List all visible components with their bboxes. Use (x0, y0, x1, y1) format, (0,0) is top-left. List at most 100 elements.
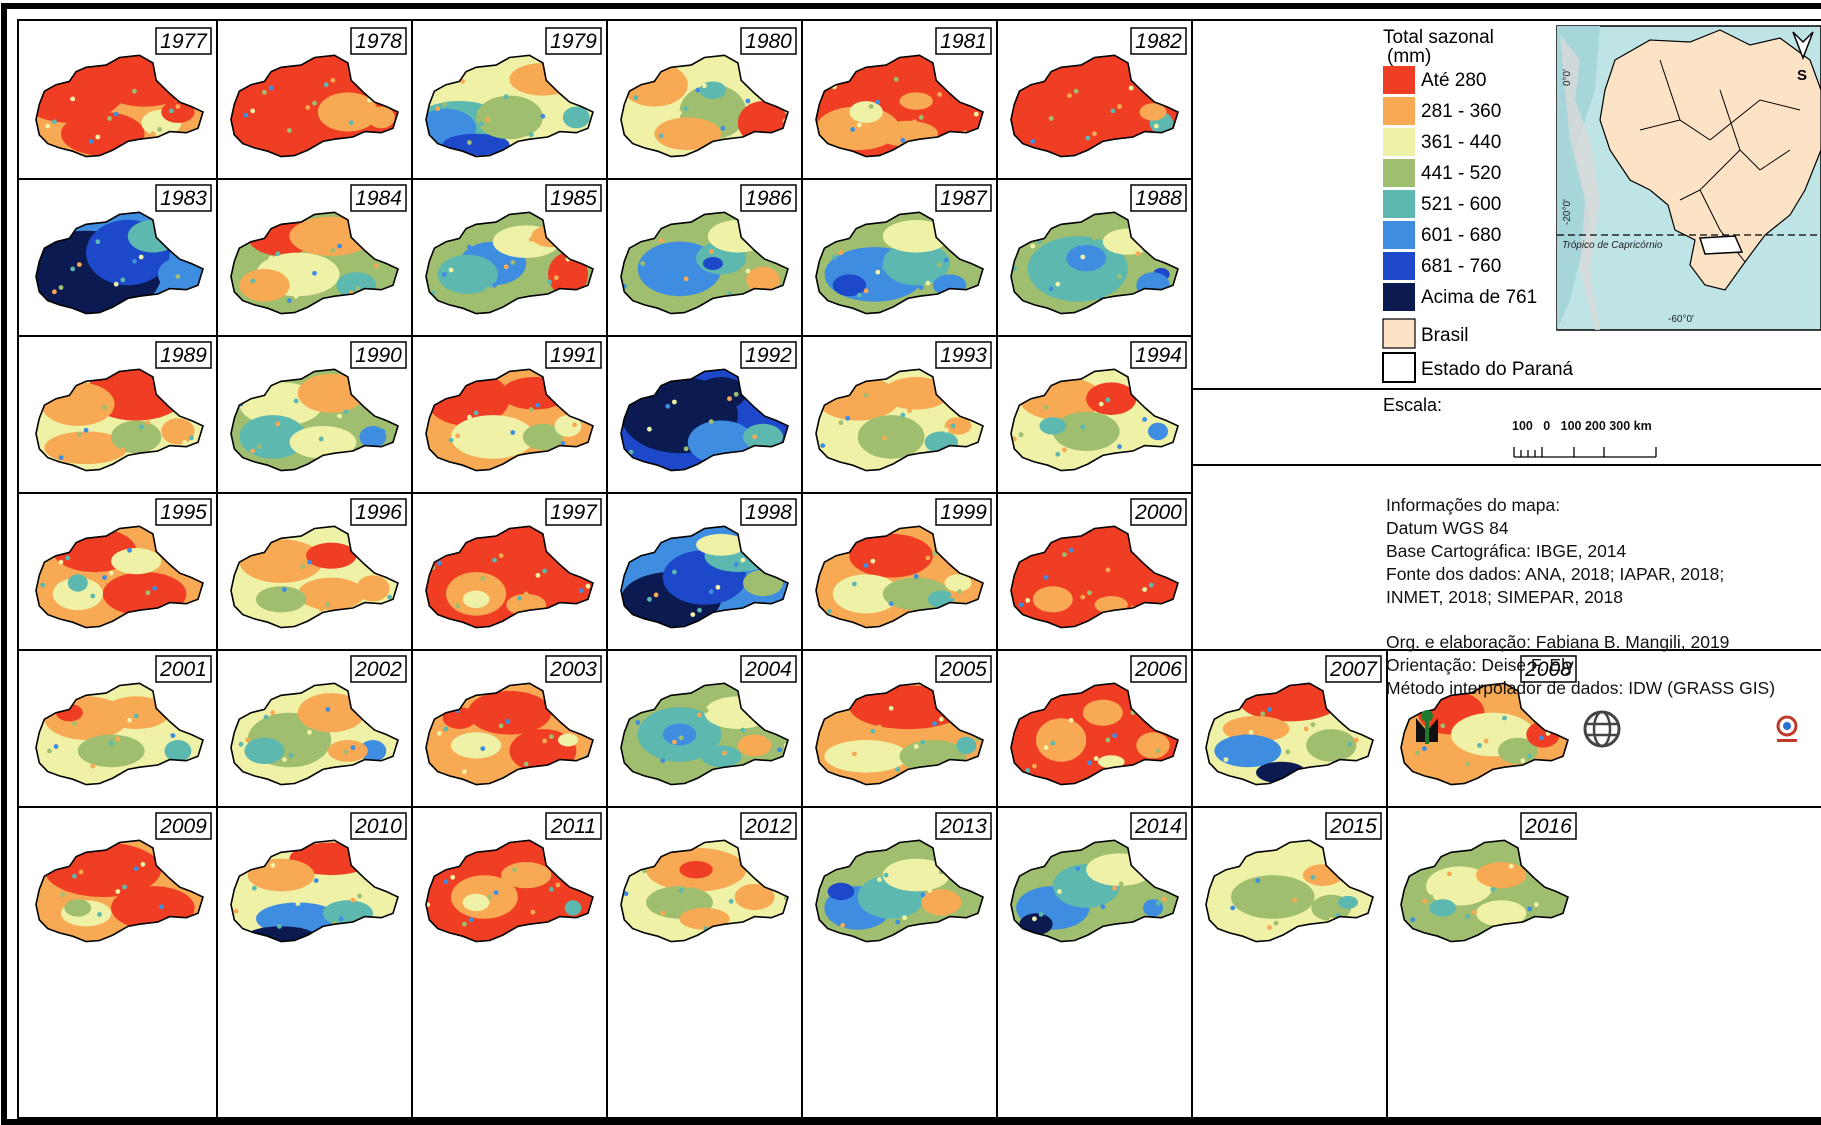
station-dot (250, 278, 256, 284)
station-dot (660, 910, 666, 916)
station-dot (665, 233, 671, 239)
station-dot (380, 429, 386, 434)
station-dot (1057, 889, 1062, 894)
precip-zone (1139, 103, 1167, 121)
station-dot (1267, 925, 1272, 930)
precip-zone (161, 418, 195, 445)
station-dot (355, 286, 361, 291)
station-dot (1260, 711, 1266, 717)
station-dot (330, 248, 336, 253)
precip-zone (94, 55, 195, 107)
precip-zone (1338, 895, 1358, 909)
station-dot (945, 865, 951, 870)
station-dot (685, 883, 691, 889)
station-dot (1137, 705, 1142, 711)
station-dot (1085, 135, 1091, 141)
station-dot (868, 104, 874, 109)
annual-maps-grid: 1977 1978 1979 1980 1981 1982 1983 1984 1985 1986… (35, 27, 1577, 943)
year-label-box (740, 498, 797, 526)
station-dot (231, 406, 237, 411)
station-dot (567, 711, 572, 717)
map-info: Informações do mapa: Datum WGS 84 Base C… (1386, 495, 1775, 698)
station-dot (145, 590, 151, 596)
precip-zone (621, 62, 688, 107)
precip-zone (476, 95, 543, 140)
year-label-box (350, 27, 407, 55)
station-dot (838, 250, 844, 256)
station-dot (565, 86, 571, 92)
station-dot (323, 82, 329, 88)
station-dot (1043, 745, 1049, 750)
precip-zone (1036, 718, 1087, 762)
map-1999: 1999 (815, 498, 992, 629)
legend-title: Total sazonal (1383, 27, 1494, 48)
precip-zone (956, 736, 977, 755)
station-dot (182, 439, 188, 445)
station-dot (138, 424, 144, 430)
map-2007: 2007 (1205, 655, 1382, 786)
station-dot (107, 116, 112, 121)
station-dot (1117, 104, 1122, 109)
station-dot (88, 139, 94, 144)
info-author: Org. e elaboração: Fabiana B. Mangili, 2… (1386, 632, 1729, 652)
precip-zone (467, 690, 552, 735)
station-dot (1123, 610, 1129, 615)
precip-zone (462, 590, 490, 608)
station-dot (900, 242, 906, 248)
year-label-box (350, 184, 407, 212)
station-dot (535, 402, 541, 408)
precip-zone (1306, 729, 1357, 762)
year-label-box (1130, 184, 1187, 212)
station-dot (467, 244, 472, 250)
year-label-box (935, 812, 992, 840)
station-dot (1123, 439, 1129, 445)
station-dot (1025, 768, 1031, 773)
station-dot (1353, 737, 1359, 743)
year-label: 2001 (159, 658, 207, 681)
station-dot (498, 723, 504, 729)
station-dot (350, 897, 356, 903)
station-dot (1458, 765, 1464, 771)
station-dot (1075, 866, 1081, 871)
legend-label-parana: Estado do Paraná (1421, 359, 1574, 380)
station-dot (950, 423, 956, 429)
station-dot (1230, 905, 1236, 911)
precip-zone (462, 893, 490, 912)
precip-zone (679, 861, 713, 879)
station-dot (1317, 870, 1322, 876)
station-dot (58, 559, 64, 565)
station-dot (883, 872, 889, 878)
map-1978: 1978 (230, 27, 407, 158)
year-label-box (545, 184, 602, 212)
station-dot (758, 704, 764, 710)
station-dot (58, 285, 64, 290)
station-dot (708, 249, 714, 254)
station-dot (330, 77, 336, 83)
station-dot (523, 591, 529, 597)
station-dot (195, 924, 201, 929)
station-dot (715, 584, 721, 590)
station-dot (163, 567, 169, 573)
year-label-box (935, 655, 992, 683)
station-dot (1067, 93, 1072, 98)
station-dot (640, 91, 646, 96)
station-dot (1112, 733, 1117, 738)
lon-label: -60°0' (1668, 314, 1694, 325)
station-dot (528, 237, 534, 242)
year-label: 2013 (939, 815, 987, 838)
station-dot (97, 912, 102, 917)
station-dot (907, 578, 912, 584)
station-dot (690, 612, 696, 617)
map-1979: 1979 (425, 27, 602, 158)
year-label: 1993 (940, 344, 987, 367)
station-dot (1105, 397, 1111, 403)
year-label-box (545, 498, 602, 526)
station-dot (1087, 760, 1092, 766)
station-dot (950, 593, 956, 599)
year-label-box (155, 184, 212, 212)
map-1994: 1994 (1010, 341, 1187, 472)
precip-zone (1032, 586, 1073, 613)
station-dot (1465, 914, 1471, 919)
station-dot (45, 123, 51, 129)
station-dot (393, 913, 398, 918)
